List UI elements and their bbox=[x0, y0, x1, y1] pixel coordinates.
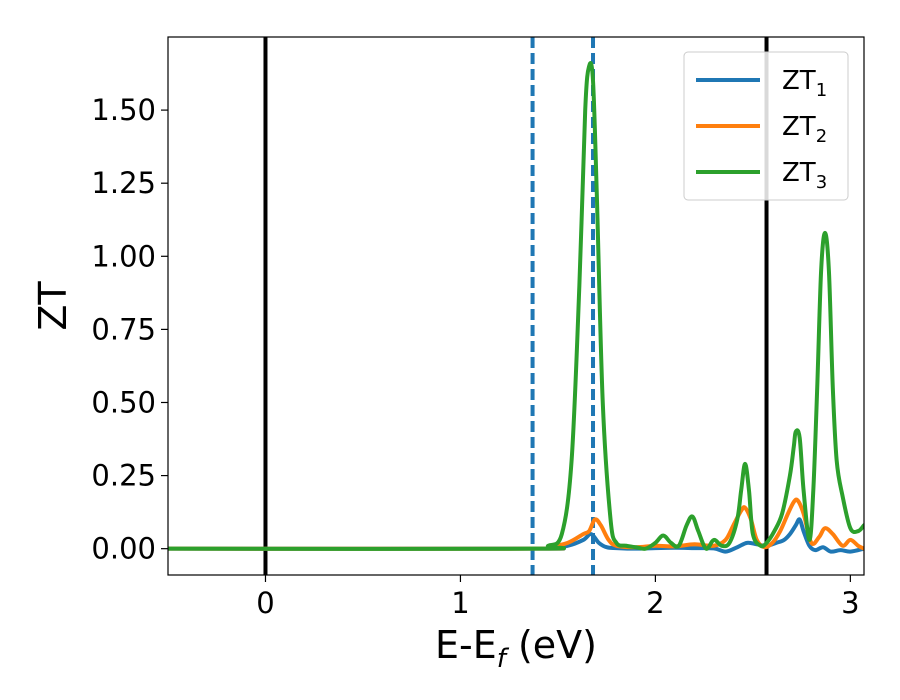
x-tick-label: 3 bbox=[841, 586, 859, 620]
series-line-1 bbox=[168, 517, 864, 554]
y-axis-label: ZT bbox=[31, 281, 75, 331]
y-tick-label: 1.00 bbox=[91, 239, 156, 273]
x-tick-label: 2 bbox=[646, 586, 664, 620]
legend: ZT1 ZT2 ZT3 bbox=[683, 51, 849, 201]
series-line-3 bbox=[168, 60, 864, 551]
legend-label-1: ZT1 bbox=[782, 66, 827, 101]
plot-frame bbox=[167, 36, 865, 576]
legend-box bbox=[683, 51, 849, 201]
x-tick-label: 1 bbox=[451, 586, 469, 620]
series-lines bbox=[168, 60, 864, 554]
legend-label-3: ZT3 bbox=[782, 158, 827, 193]
legend-label-2: ZT2 bbox=[782, 112, 827, 147]
y-tick-label: 0.00 bbox=[91, 532, 156, 566]
x-axis: 0 1 2 3 bbox=[256, 575, 860, 620]
x-axis-label: E-Ef (eV) bbox=[435, 623, 597, 674]
y-tick-label: 0.50 bbox=[91, 385, 156, 419]
x-axis-label-unit: (eV) bbox=[506, 623, 597, 667]
y-tick-label: 0.75 bbox=[91, 312, 156, 346]
y-tick-label: 1.25 bbox=[91, 166, 156, 200]
y-axis: 0.00 0.25 0.50 0.75 1.00 1.25 1.50 bbox=[91, 93, 168, 566]
series-line-2 bbox=[168, 497, 864, 551]
y-tick-label: 1.50 bbox=[91, 93, 156, 127]
y-tick-label: 0.25 bbox=[91, 459, 156, 493]
x-tick-label: 0 bbox=[256, 586, 274, 620]
x-axis-label-main: E-E bbox=[435, 623, 497, 667]
